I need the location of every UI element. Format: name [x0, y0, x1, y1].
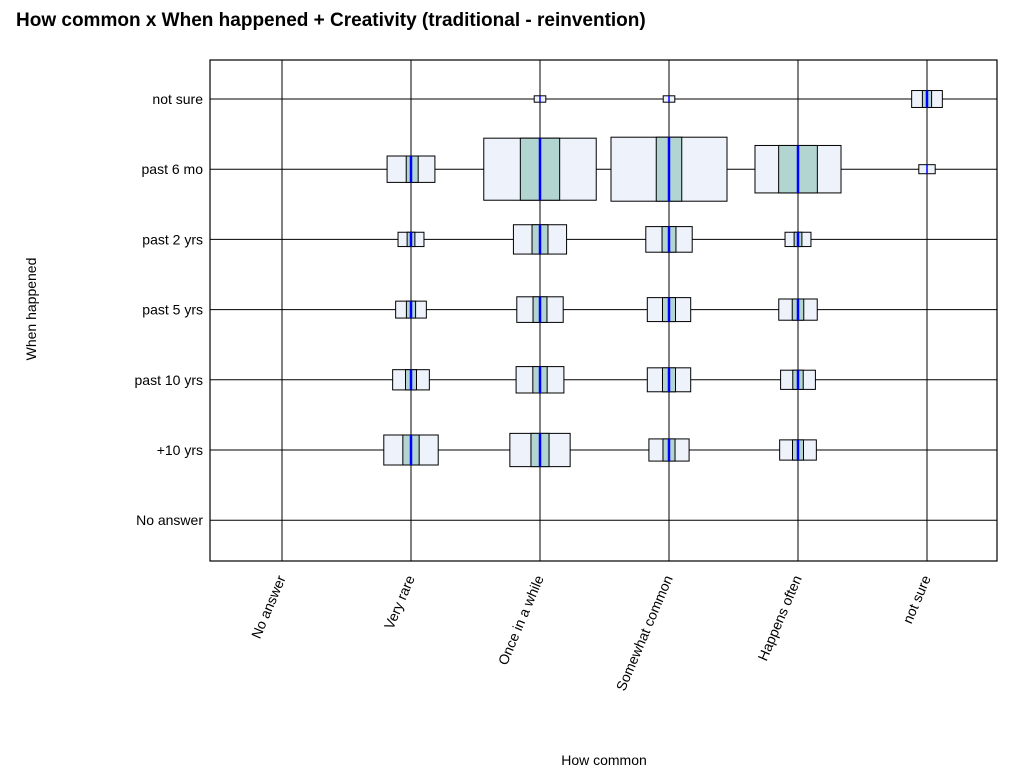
cell-box	[610, 136, 728, 202]
cell-box	[397, 231, 425, 248]
chart-title: How common x When happened + Creativity …	[16, 10, 646, 31]
x-tick-label: No answer	[248, 573, 289, 641]
cell-box	[533, 95, 547, 103]
x-tick-label: Happens often	[754, 573, 804, 663]
y-tick-label: +10 yrs	[157, 442, 203, 458]
cell-box	[516, 296, 564, 323]
cell-box	[646, 367, 692, 393]
cell-box	[512, 224, 568, 255]
cell-box	[386, 155, 436, 183]
cell-box	[918, 164, 936, 175]
cell-box	[778, 298, 818, 321]
x-axis-label: How common	[561, 752, 647, 768]
cell-box	[784, 231, 812, 248]
x-tick-label: Once in a while	[495, 573, 547, 668]
cell-box	[509, 432, 571, 468]
cell-box	[754, 144, 842, 194]
y-tick-label: past 6 mo	[142, 161, 204, 177]
y-tick-label: No answer	[136, 512, 203, 528]
cell-box	[646, 297, 692, 323]
y-tick-label: past 2 yrs	[142, 231, 203, 247]
cell-box	[780, 369, 816, 390]
x-tick-label: Somewhat common	[613, 573, 676, 693]
y-axis-label: When happened	[23, 258, 39, 361]
cell-box	[779, 439, 817, 461]
cell-box	[392, 369, 430, 391]
cell-box	[383, 434, 439, 466]
x-tick-label: Very rare	[381, 573, 418, 632]
y-tick-label: past 5 yrs	[142, 302, 203, 318]
cell-box	[648, 438, 690, 462]
x-tick-label: not sure	[899, 573, 934, 626]
y-tick-label: not sure	[152, 91, 203, 107]
cell-box	[645, 226, 693, 253]
cell-box	[395, 300, 427, 319]
cell-box	[662, 95, 676, 103]
plot-frame	[209, 59, 998, 562]
cell-box	[483, 137, 597, 201]
y-tick-label: past 10 yrs	[135, 372, 203, 388]
cell-box	[911, 90, 943, 108]
cell-box	[515, 366, 565, 394]
